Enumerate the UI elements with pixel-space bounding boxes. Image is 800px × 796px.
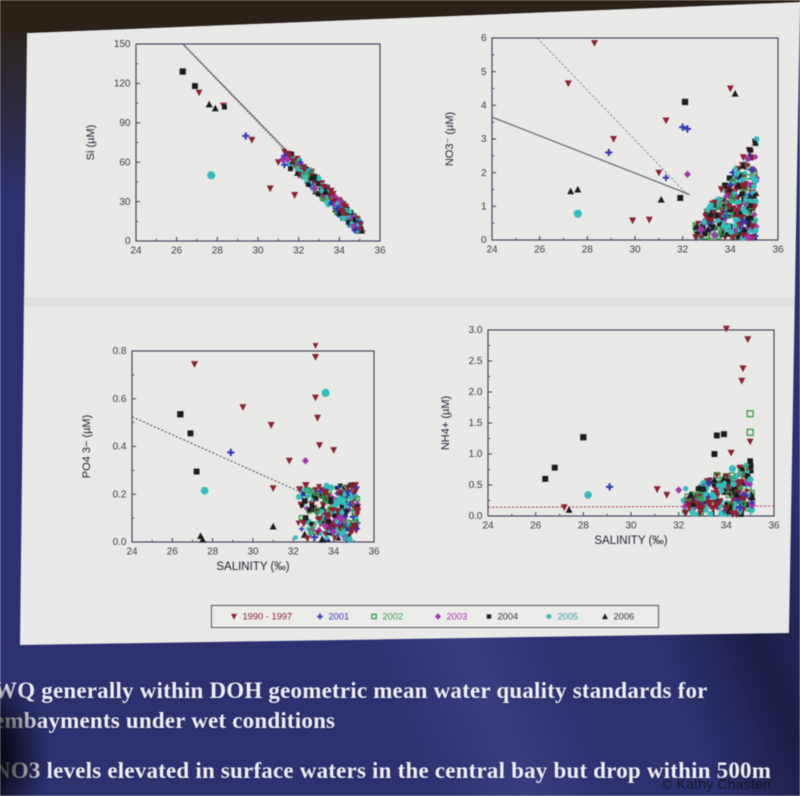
svg-text:0: 0 [125,236,131,247]
svg-text:28: 28 [207,547,219,558]
svg-text:26: 26 [171,246,183,257]
svg-text:1.5: 1.5 [469,418,483,429]
svg-text:36: 36 [768,521,780,532]
svg-text:28: 28 [212,246,224,257]
svg-text:2.5: 2.5 [469,356,483,367]
svg-text:4: 4 [481,101,487,112]
svg-text:NO3⁻ (µM): NO3⁻ (µM) [444,112,456,166]
svg-text:PO4 3− (µM): PO4 3− (µM) [81,415,93,479]
svg-text:32: 32 [293,246,305,257]
svg-text:2001: 2001 [329,612,350,622]
svg-text:6: 6 [481,33,487,44]
svg-text:30: 30 [119,197,131,208]
svg-text:34: 34 [721,521,733,532]
svg-text:28: 28 [582,245,594,256]
svg-text:1.0: 1.0 [469,449,483,460]
svg-text:1: 1 [481,202,487,213]
svg-text:0.6: 0.6 [113,394,127,405]
svg-text:32: 32 [677,245,689,256]
svg-text:5: 5 [481,67,487,78]
svg-text:0.5: 0.5 [469,480,483,491]
svg-text:0.2: 0.2 [113,489,127,500]
svg-text:30: 30 [625,521,637,532]
svg-text:26: 26 [534,245,546,256]
svg-text:2: 2 [481,168,487,179]
svg-text:32: 32 [288,547,300,558]
svg-text:30: 30 [247,547,259,558]
svg-text:28: 28 [578,521,590,532]
svg-text:2005: 2005 [558,612,579,622]
svg-text:24: 24 [126,547,138,558]
svg-text:60: 60 [119,157,131,168]
svg-text:0.0: 0.0 [469,511,483,522]
svg-text:36: 36 [772,245,784,256]
svg-text:0: 0 [481,235,487,246]
svg-text:34: 34 [334,246,346,257]
svg-text:120: 120 [114,79,131,90]
svg-text:2003: 2003 [447,612,468,622]
svg-text:NH4+ (µM): NH4+ (µM) [440,396,452,450]
svg-text:2.0: 2.0 [469,387,483,398]
svg-text:32: 32 [673,521,685,532]
svg-text:0.4: 0.4 [113,442,127,453]
svg-text:2004: 2004 [498,612,519,622]
svg-text:3.0: 3.0 [469,325,483,336]
svg-text:26: 26 [530,521,542,532]
svg-text:36: 36 [374,246,386,257]
svg-text:30: 30 [252,246,264,257]
svg-text:30: 30 [629,245,641,256]
svg-text:34: 34 [328,547,340,558]
svg-text:0.0: 0.0 [113,537,127,548]
svg-text:24: 24 [486,245,498,256]
svg-text:2006: 2006 [614,612,635,622]
svg-text:36: 36 [368,547,380,558]
svg-text:2002: 2002 [383,612,404,622]
svg-text:0.8: 0.8 [113,346,127,357]
svg-text:Si (µM): Si (µM) [85,125,97,161]
svg-text:SALINITY (‰): SALINITY (‰) [216,561,289,573]
svg-text:34: 34 [725,245,737,256]
svg-text:150: 150 [114,39,131,50]
svg-text:24: 24 [130,246,142,257]
svg-text:SALINITY (‰): SALINITY (‰) [594,535,667,547]
svg-text:3: 3 [481,134,487,145]
svg-text:26: 26 [167,547,179,558]
svg-text:24: 24 [482,521,494,532]
svg-text:90: 90 [119,118,131,129]
svg-text:1990 - 1997: 1990 - 1997 [243,612,293,622]
